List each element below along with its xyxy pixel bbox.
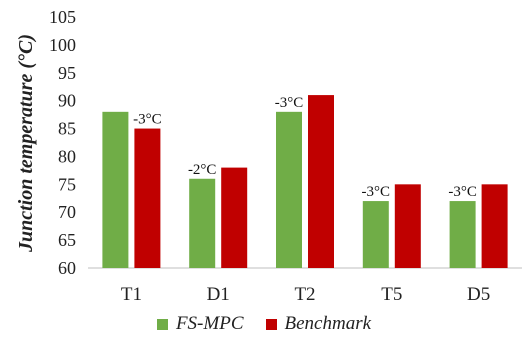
bar-benchmark-t5 <box>394 184 421 268</box>
legend-swatch-fs-mpc <box>156 318 168 330</box>
bar-fs-mpc-d5 <box>449 201 476 268</box>
y-tick-label: 60 <box>58 258 76 278</box>
bar-fs-mpc-t5 <box>362 201 389 268</box>
y-tick-labels: 60 65 70 75 80 85 90 95 100 105 <box>49 7 76 278</box>
y-axis-title-group: Junction temperature (°C) <box>15 34 37 253</box>
y-tick-label: 90 <box>58 91 76 111</box>
annotation-label: -3°C <box>362 184 391 200</box>
x-tick-label: D1 <box>207 284 230 305</box>
bar-benchmark-d1 <box>221 167 248 268</box>
x-tick-label: T2 <box>294 284 315 305</box>
annotation-label: -3°C <box>275 95 304 111</box>
x-tick-labels: T1 D1 T2 T5 D5 <box>121 284 490 305</box>
x-tick-label: T5 <box>381 284 402 305</box>
annotation-label: -3°C <box>448 184 477 200</box>
legend-item-benchmark: Benchmark <box>265 313 372 335</box>
legend-label-benchmark: Benchmark <box>284 313 372 334</box>
legend-swatch-benchmark <box>265 318 277 330</box>
y-tick-label: 100 <box>49 35 76 55</box>
bar-fs-mpc-d1 <box>189 178 216 268</box>
legend-item-fs-mpc: FS-MPC <box>156 313 244 335</box>
y-tick-label: 65 <box>58 230 76 250</box>
bar-benchmark-t1 <box>134 128 161 268</box>
y-tick-label: 75 <box>58 174 76 194</box>
y-tick-label: 95 <box>58 63 76 83</box>
bar-fs-mpc-t1 <box>102 111 129 268</box>
bar-benchmark-t2 <box>308 95 334 268</box>
legend: FS-MPC Benchmark <box>0 312 528 336</box>
legend-label-fs-mpc: FS-MPC <box>175 313 244 334</box>
bars <box>102 95 508 268</box>
bar-benchmark-d5 <box>481 184 508 268</box>
bar-fs-mpc-t2 <box>276 111 302 268</box>
annotation-label: -3°C <box>133 112 162 128</box>
x-tick-label: T1 <box>121 284 142 305</box>
y-tick-label: 70 <box>58 202 76 222</box>
x-tick-label: D5 <box>467 284 490 305</box>
y-tick-label: 105 <box>49 7 76 27</box>
y-axis-title: Junction temperature (°C) <box>15 34 37 253</box>
annotations: -3°C -2°C -3°C -3°C -3°C <box>133 95 477 200</box>
annotation-label: -2°C <box>188 162 217 178</box>
y-tick-label: 80 <box>58 146 76 166</box>
y-tick-label: 85 <box>58 119 76 139</box>
